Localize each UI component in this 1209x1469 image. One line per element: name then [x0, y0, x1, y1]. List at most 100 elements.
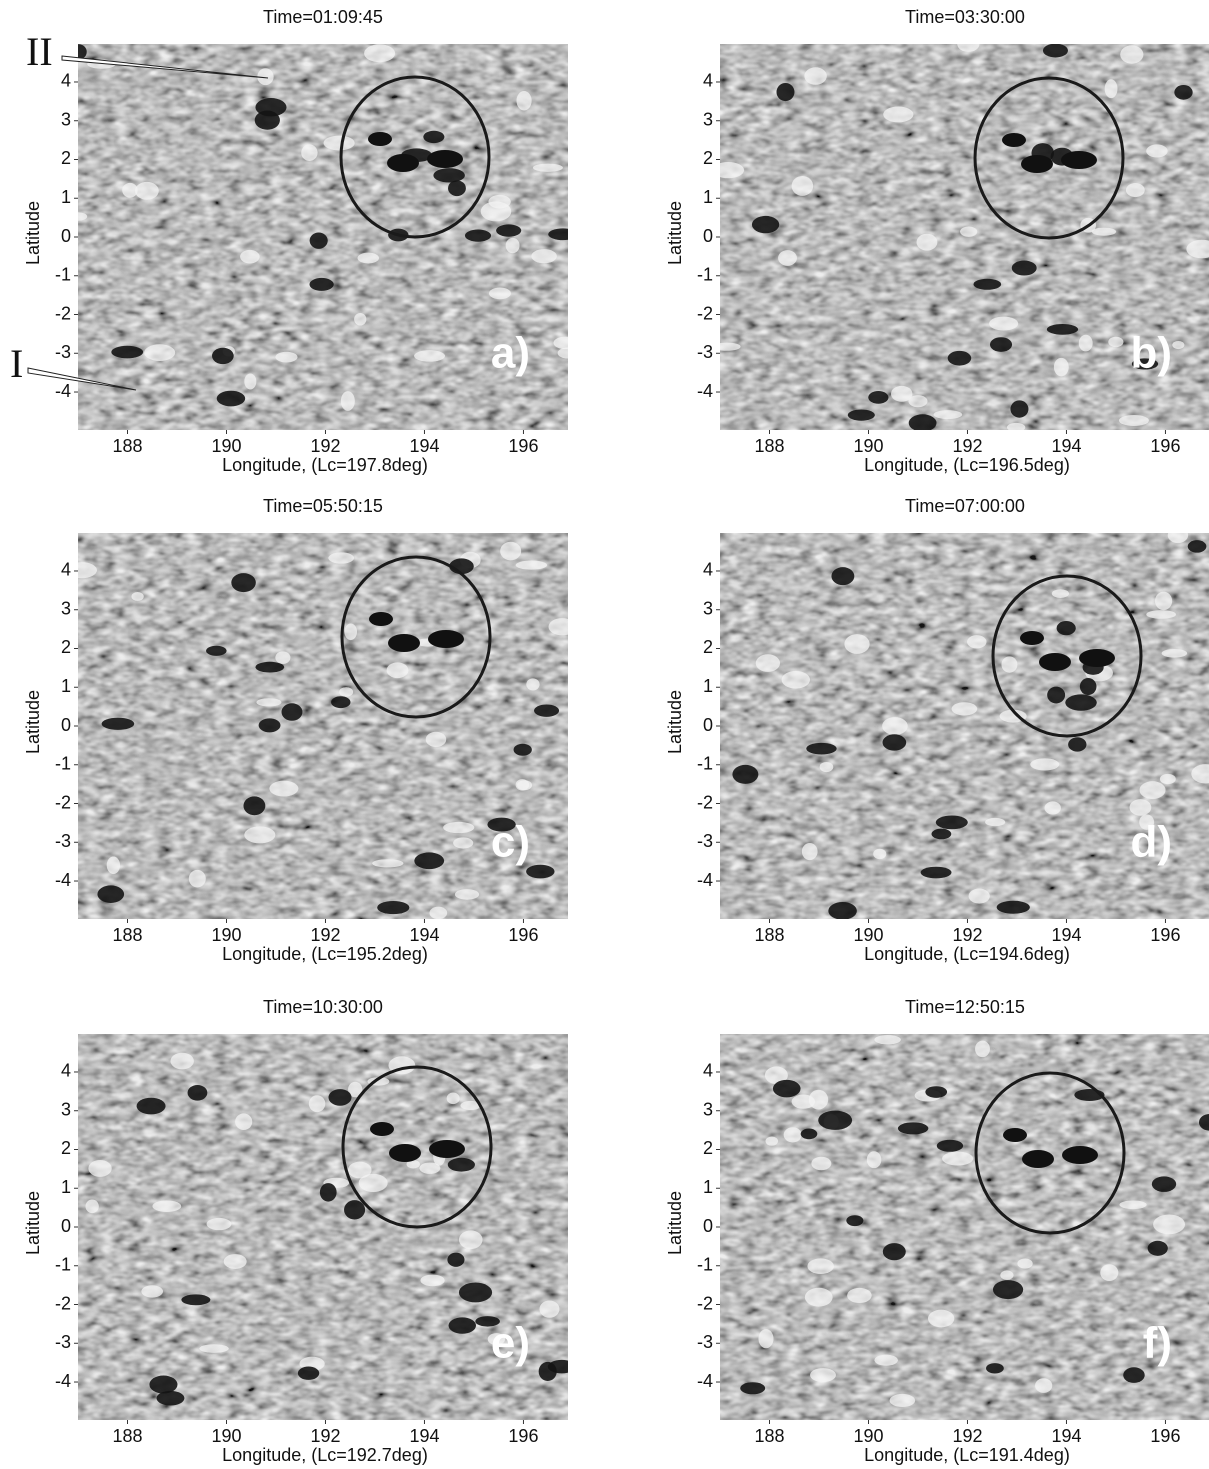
bright-spot: [386, 662, 409, 679]
y-axis-label: Latitude: [665, 1191, 685, 1255]
y-tick-label: -4: [55, 870, 71, 890]
bright-spot: [78, 212, 88, 221]
y-tick-label: 2: [61, 637, 71, 657]
bright-spot: [235, 1113, 253, 1131]
bright-spot: [810, 1368, 836, 1382]
x-tick-label: 192: [952, 1426, 982, 1446]
dark-spot: [216, 390, 246, 407]
y-tick-label: 2: [703, 1138, 713, 1158]
dark-spot: [423, 130, 445, 144]
dark-spot: [1061, 151, 1097, 169]
y-tick-label: -3: [55, 1332, 71, 1352]
bright-spot: [206, 1217, 232, 1231]
dark-spot: [1187, 540, 1207, 553]
y-tick-label: 0: [703, 226, 713, 246]
dark-spot: [156, 1390, 185, 1406]
bright-spot: [847, 1287, 872, 1304]
dark-spot: [496, 224, 522, 237]
dark-spot: [1079, 677, 1097, 696]
y-tick-label: -2: [697, 303, 713, 323]
x-tick-label: 194: [1051, 925, 1081, 945]
dark-spot: [344, 1200, 366, 1220]
bright-spot: [908, 395, 928, 408]
magnetogram: [78, 44, 568, 430]
dark-spot: [1131, 358, 1159, 370]
panel-title: Time=07:00:00: [905, 496, 1025, 516]
panel: Time=05:50:15 188 190 192 194 196 -4 -3 -2 -1 0 1 2 3…: [23, 496, 568, 964]
dark-spot: [447, 1252, 465, 1267]
y-tick-label: 0: [61, 226, 71, 246]
dark-spot: [936, 1139, 964, 1152]
highlight-circle: [991, 574, 1143, 738]
dark-spot: [297, 1366, 320, 1380]
panel-label: e): [491, 1319, 530, 1368]
bright-spot: [951, 702, 978, 716]
dark-spot: [243, 796, 266, 816]
bright-spot: [1078, 334, 1093, 352]
bright-spot: [811, 1156, 832, 1171]
y-tick-label: 3: [703, 1099, 713, 1119]
dark-spot: [388, 634, 420, 652]
bright-spot: [819, 761, 834, 773]
dark-spot: [328, 1089, 352, 1106]
bright-spot: [454, 889, 480, 900]
y-axis-label: Latitude: [23, 1191, 43, 1255]
dark-spot: [1039, 653, 1071, 671]
dark-spot: [989, 337, 1013, 352]
bright-spot: [78, 562, 97, 579]
bright-spot: [1030, 758, 1060, 771]
bright-spot: [517, 780, 533, 791]
y-tick-label: 1: [61, 1177, 71, 1197]
bright-spot: [372, 859, 404, 868]
texture: [720, 533, 1209, 919]
bright-spot: [1161, 648, 1188, 658]
dark-spot: [1046, 324, 1079, 335]
dark-spot: [973, 278, 1002, 290]
dark-spot: [377, 900, 410, 915]
dark-spot: [428, 630, 464, 648]
bright-spot: [960, 226, 978, 237]
y-tick-label: 2: [703, 637, 713, 657]
x-tick-label: 190: [211, 436, 241, 456]
dark-spot: [101, 717, 135, 730]
y-tick-label: -4: [697, 870, 713, 890]
dark-spot: [828, 902, 857, 919]
dark-spot: [947, 350, 972, 366]
y-tick-label: -1: [55, 754, 71, 774]
bright-spot: [453, 837, 474, 849]
bright-spot: [874, 1035, 901, 1045]
dark-spot: [1056, 621, 1076, 636]
y-tick-label: 3: [703, 598, 713, 618]
bright-spot: [480, 201, 512, 222]
bright-spot: [425, 731, 447, 748]
bright-spot: [199, 1344, 229, 1353]
y-tick-label: 4: [703, 1061, 713, 1081]
dark-spot: [732, 764, 759, 784]
dark-spot: [111, 345, 144, 359]
dark-spot: [831, 567, 855, 586]
dark-spot: [1147, 1240, 1168, 1256]
x-axis-label: Longitude, (Lc=192.7deg): [222, 1445, 428, 1465]
dark-spot: [751, 215, 780, 234]
bright-spot: [340, 391, 355, 411]
bright-spot: [257, 68, 274, 86]
dark-spot: [1079, 649, 1115, 667]
dark-spot: [1003, 1128, 1027, 1142]
dark-spot: [882, 734, 907, 751]
dark-spot: [458, 1282, 493, 1303]
dark-spot: [429, 1140, 465, 1158]
dark-spot: [920, 866, 952, 879]
bright-spot: [783, 1127, 802, 1143]
panel-title: Time=10:30:00: [263, 997, 383, 1017]
bright-spot: [1125, 183, 1145, 198]
y-tick-label: -3: [697, 1332, 713, 1352]
bright-spot: [170, 1052, 194, 1070]
y-tick-label: -2: [697, 792, 713, 812]
bright-spot: [348, 1081, 363, 1098]
dark-spot: [369, 612, 393, 626]
dark-spot: [255, 98, 287, 117]
panel-label: f): [1143, 1319, 1172, 1368]
panel: Time=12:50:15 188 190 192 194 196 -4 -3 -2 -1 0 1 2 3…: [665, 997, 1209, 1465]
y-tick-label: -3: [55, 831, 71, 851]
bright-spot: [414, 350, 446, 362]
